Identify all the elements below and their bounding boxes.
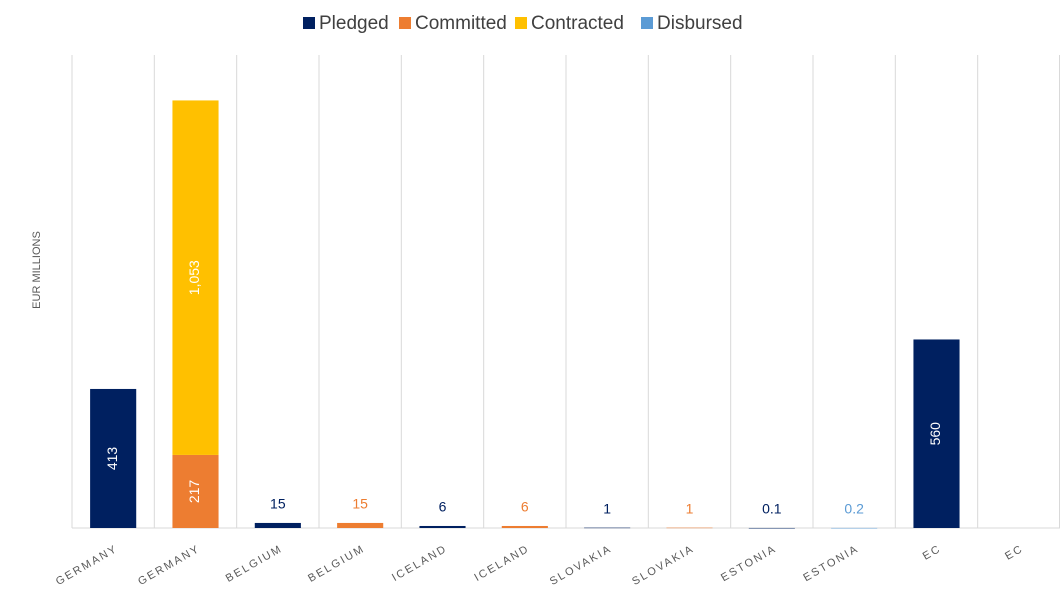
bar-segment <box>748 527 795 529</box>
legend-label: Committed <box>415 13 507 34</box>
data-label: 15 <box>270 496 286 512</box>
data-label: 15 <box>352 496 368 512</box>
data-label: 6 <box>439 499 447 515</box>
x-tick-label: GERMANY <box>136 543 202 588</box>
x-tick-label: SLOVAKIA <box>630 543 696 588</box>
legend-swatch <box>641 17 653 29</box>
data-label: 560 <box>927 422 943 446</box>
x-tick-label: ESTONIA <box>719 543 779 584</box>
data-label: 413 <box>104 447 120 471</box>
bar-segment <box>172 100 219 455</box>
legend-label: Contracted <box>531 13 624 34</box>
bar-segment <box>419 525 466 528</box>
legend-swatch <box>399 17 411 29</box>
x-tick-label: ICELAND <box>390 543 449 584</box>
data-label: 1 <box>686 500 694 516</box>
legend-label: Pledged <box>319 13 389 34</box>
bar-segment <box>831 527 878 529</box>
x-tick-label: BELGIUM <box>224 543 285 585</box>
bar-segment <box>254 522 301 528</box>
data-label: 217 <box>186 480 202 504</box>
x-tick-label: ICELAND <box>472 543 531 584</box>
x-tick-label: ESTONIA <box>801 543 861 584</box>
bar-segment <box>172 454 219 528</box>
bar-segment <box>337 522 384 528</box>
y-axis-title: EUR MILLIONS <box>31 231 43 309</box>
legend-swatch <box>515 17 527 29</box>
data-label: 0.1 <box>762 501 782 517</box>
legend-swatch <box>303 17 315 29</box>
bar-segment <box>666 527 713 529</box>
x-tick-label: GERMANY <box>54 543 120 588</box>
bar-segment <box>913 339 960 528</box>
x-tick-label: SLOVAKIA <box>548 543 614 588</box>
x-tick-label: EC <box>1003 543 1026 563</box>
bar-segment <box>90 388 137 528</box>
x-tick-label: EC <box>921 543 944 563</box>
legend-label: Disbursed <box>657 13 743 34</box>
data-label: 6 <box>521 499 529 515</box>
data-label: 0.2 <box>844 501 864 517</box>
bar-segment <box>501 525 548 528</box>
bar-segment <box>584 527 631 529</box>
data-label: 1,053 <box>186 260 202 295</box>
data-label: 1 <box>603 500 611 516</box>
x-tick-label: BELGIUM <box>306 543 367 585</box>
